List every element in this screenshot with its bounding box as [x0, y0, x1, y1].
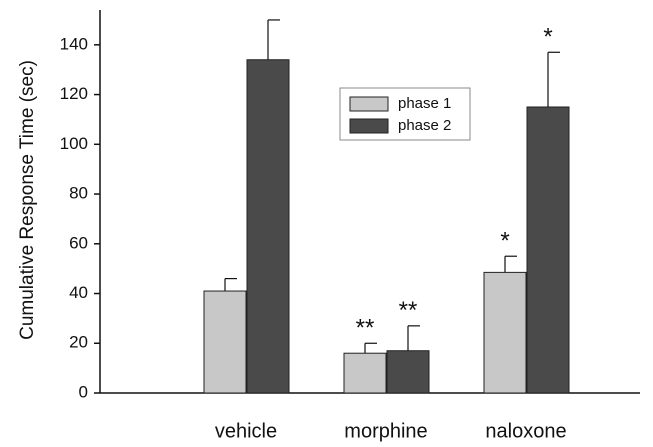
x-tick-label: naloxone — [485, 420, 566, 442]
y-tick-label: 80 — [69, 184, 88, 203]
y-tick-label: 0 — [79, 382, 88, 401]
y-axis-label: Cumulative Response Time (sec) — [17, 60, 38, 340]
legend-swatch — [349, 96, 389, 112]
y-tick-label: 140 — [60, 34, 88, 53]
y-tick-label: 100 — [60, 134, 88, 153]
x-tick-label: vehicle — [215, 420, 277, 442]
bar — [203, 290, 247, 394]
significance: * — [543, 24, 552, 51]
bar — [386, 350, 430, 394]
y-tick-label: 20 — [69, 333, 88, 352]
significance: * — [500, 228, 509, 255]
x-tick-label: morphine — [344, 420, 427, 442]
bar — [343, 352, 387, 394]
y-tick-label: 60 — [69, 233, 88, 252]
legend-label: phase 1 — [398, 95, 451, 112]
legend-label: phase 2 — [398, 117, 451, 134]
y-tick-label: 120 — [60, 84, 88, 103]
legend-swatch — [349, 118, 389, 134]
bar — [483, 271, 527, 394]
significance: ** — [356, 315, 375, 342]
y-tick-label: 40 — [69, 283, 88, 302]
significance: ** — [399, 297, 418, 324]
bar — [526, 106, 570, 394]
bar — [246, 59, 290, 394]
